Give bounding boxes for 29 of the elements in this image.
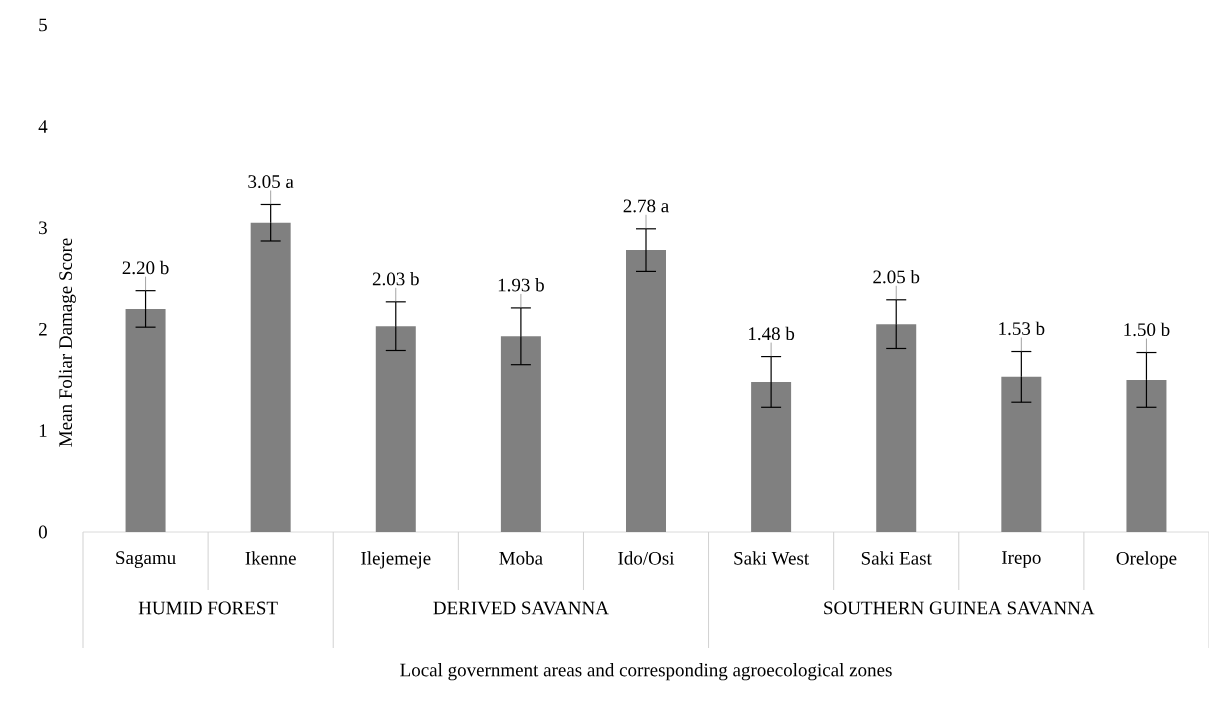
text: DERIVED SAVANNA [433,601,609,615]
x-tick-label: Saki West [734,551,810,565]
y-tick-label: 5 [39,18,47,32]
x-tick-label: Ilejemeje [361,551,431,569]
text: HUMID FOREST [138,601,278,615]
x-tick-label: Ikenne [245,551,296,565]
text: SOUTHERN GUINEA SAVANNA [824,601,1095,615]
x-tick-label: Saki East [861,551,932,565]
x-tick-label: Orelope [1116,551,1177,569]
data-label: 2.78 a [623,199,669,213]
data-label: 1.48 b [749,326,795,341]
x-axis-title: Local government areas and corresponding agroecological zones [400,663,892,681]
data-label: 2.05 b [873,269,920,284]
y-tick-label: 0 [38,525,47,539]
data-label: 3.05 a [248,175,294,189]
data-label: 2.03 b [372,271,419,286]
x-tick-label: Sagamu [116,551,176,569]
y-tick-label: 1 [39,424,47,437]
data-label: 1.50 b [1124,322,1170,337]
y-tick-label: 2 [39,322,47,336]
data-label: 1.53 b [999,321,1045,336]
y-tick-label: 3 [39,221,47,235]
y-tick-label: 4 [38,120,48,133]
data-label: 2.20 b [122,260,169,275]
x-tick-label: Ido/Osi [618,551,675,565]
x-tick-label: Irepo [1001,551,1041,568]
data-label: 1.93 b [498,278,544,292]
x-tick-label: Moba [499,551,543,565]
y-axis-title: Mean Foliar Damage Score [58,238,76,447]
